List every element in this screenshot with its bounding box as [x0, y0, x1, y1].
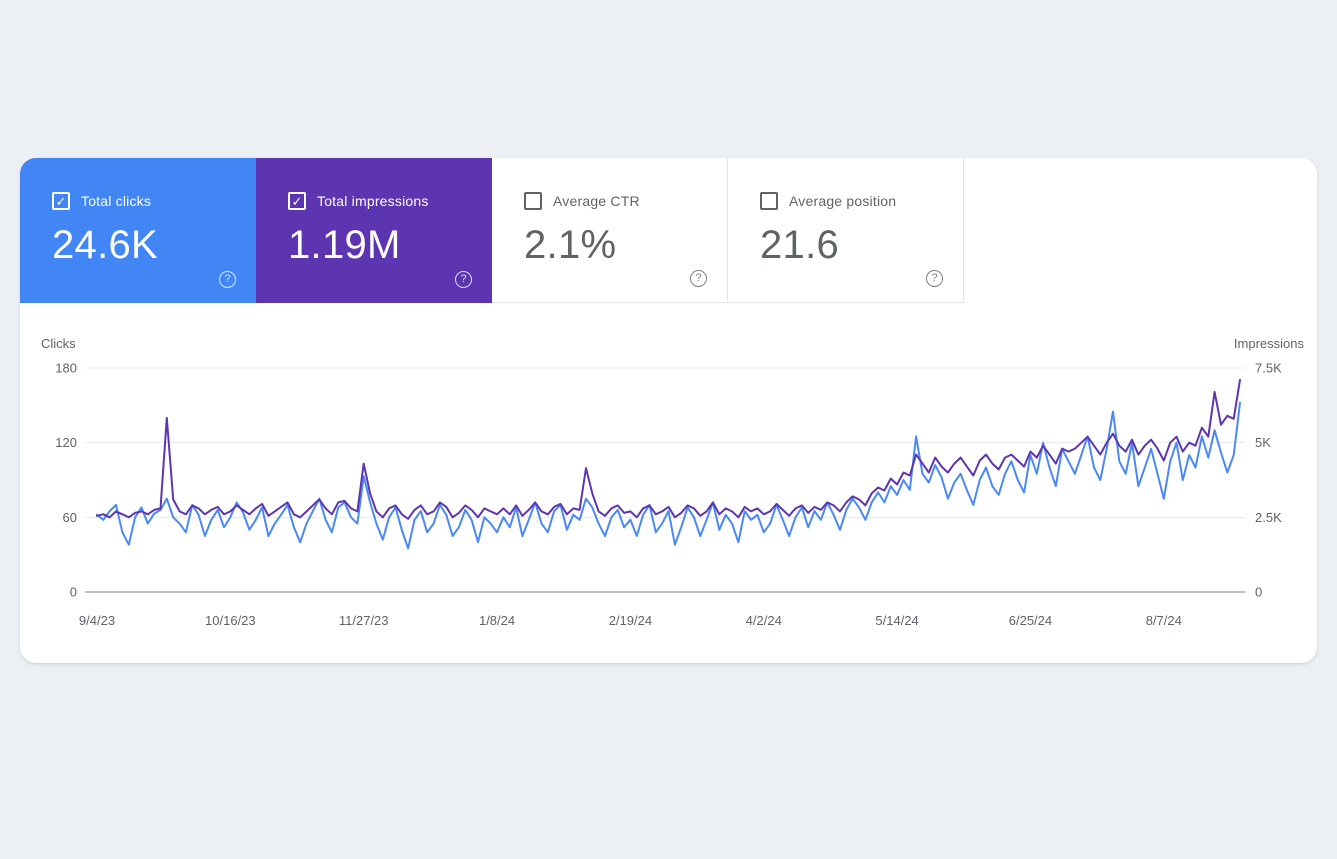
- help-icon[interactable]: ?: [219, 271, 236, 288]
- left-axis-tick: 60: [63, 510, 77, 525]
- tile-value-average-position: 21.6: [760, 223, 840, 267]
- x-axis-tick: 9/4/23: [79, 613, 115, 628]
- x-axis-tick: 11/27/23: [339, 613, 389, 628]
- checkmark-icon: ✓: [291, 193, 303, 209]
- tile-total-clicks[interactable]: ✓ Total clicks 24.6K ?: [20, 158, 256, 303]
- help-icon[interactable]: ?: [926, 270, 943, 287]
- tile-average-ctr[interactable]: Average CTR 2.1% ?: [492, 158, 728, 303]
- performance-chart[interactable]: 180 7.5K 120 5K 60 2.5K 0 0 Clicks Impressions 9/4…: [20, 303, 1317, 663]
- metric-tiles-row: ✓ Total clicks 24.6K ? ✓ Total impressio…: [20, 158, 1317, 303]
- tile-average-position[interactable]: Average position 21.6 ?: [728, 158, 964, 303]
- tile-value-total-clicks: 24.6K: [52, 223, 159, 267]
- checkbox-average-ctr[interactable]: [524, 192, 542, 210]
- help-icon[interactable]: ?: [690, 270, 707, 287]
- tile-total-impressions[interactable]: ✓ Total impressions 1.19M ?: [256, 158, 492, 303]
- chart-canvas[interactable]: 180 7.5K 120 5K 60 2.5K 0 0 Clicks Impressions 9/4…: [20, 303, 1317, 663]
- tile-label-average-position: Average position: [789, 193, 897, 209]
- tile-label-average-ctr: Average CTR: [553, 193, 640, 209]
- checkmark-icon: ✓: [55, 193, 67, 209]
- checkbox-total-clicks[interactable]: ✓: [52, 192, 70, 210]
- checkbox-average-position[interactable]: [760, 192, 778, 210]
- help-icon[interactable]: ?: [455, 271, 472, 288]
- left-axis-tick: 180: [55, 361, 77, 376]
- x-axis-tick: 4/2/24: [746, 613, 782, 628]
- impressions-line: [96, 378, 1241, 520]
- tile-label-total-impressions: Total impressions: [317, 193, 429, 209]
- tile-value-total-impressions: 1.19M: [288, 223, 401, 267]
- left-axis-tick: 0: [70, 585, 77, 600]
- tile-label-total-clicks: Total clicks: [81, 193, 152, 209]
- clicks-line: [96, 401, 1241, 550]
- tile-header: Average CTR: [524, 192, 707, 210]
- tile-header: Average position: [760, 192, 943, 210]
- right-axis-title: Impressions: [1234, 336, 1305, 351]
- tile-header: ✓ Total clicks: [52, 192, 236, 210]
- x-axis-tick: 6/25/24: [1009, 613, 1052, 628]
- right-axis-tick: 7.5K: [1255, 361, 1282, 376]
- x-axis-tick: 10/16/23: [205, 613, 256, 628]
- tile-header: ✓ Total impressions: [288, 192, 472, 210]
- checkbox-total-impressions[interactable]: ✓: [288, 192, 306, 210]
- x-axis-tick: 8/7/24: [1146, 613, 1182, 628]
- left-axis-title: Clicks: [41, 336, 76, 351]
- tile-value-average-ctr: 2.1%: [524, 223, 617, 267]
- left-axis-tick: 120: [55, 435, 77, 450]
- x-axis-tick: 2/19/24: [609, 613, 652, 628]
- right-axis-tick: 5K: [1255, 435, 1271, 450]
- x-axis-tick: 1/8/24: [479, 613, 515, 628]
- right-axis-tick: 2.5K: [1255, 510, 1282, 525]
- right-axis-tick: 0: [1255, 585, 1262, 600]
- x-axis-tick: 5/14/24: [875, 613, 918, 628]
- performance-card: ✓ Total clicks 24.6K ? ✓ Total impressio…: [20, 158, 1317, 663]
